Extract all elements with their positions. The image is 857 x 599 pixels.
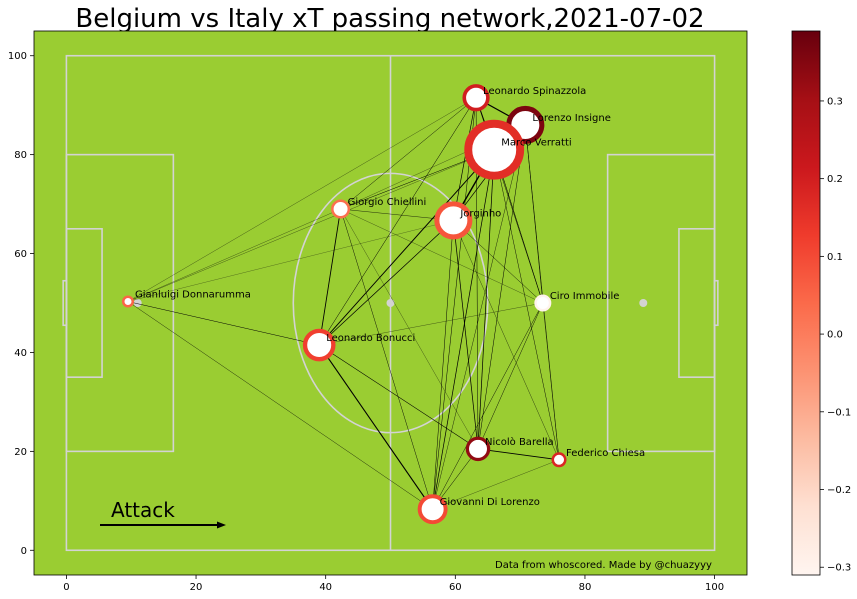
pass-line (340, 97, 477, 210)
player-node (551, 452, 567, 468)
y-tick-label: 100 (8, 51, 27, 62)
player-label: Ciro Immobile (550, 291, 620, 302)
pass-line (318, 97, 477, 346)
colorbar (791, 30, 821, 576)
pass-line (477, 302, 544, 449)
pass-line (127, 301, 433, 510)
colorbar-tick-label: 0.3 (827, 96, 843, 107)
player-node (434, 201, 473, 240)
y-tick-label: 20 (14, 447, 27, 458)
pass-line (432, 302, 544, 510)
pitch-markings (62, 54, 719, 552)
pass-line (127, 149, 495, 302)
x-tick-label: 0 (63, 582, 69, 593)
pass-line (432, 149, 495, 510)
player-label: Jorginho (459, 208, 501, 219)
axis-ticks: 0 20 40 60 80 100 0 20 40 60 80 100 (8, 51, 724, 593)
player-label: Giovanni Di Lorenzo (440, 497, 540, 508)
player-node (462, 84, 490, 112)
attack-label: Attack (111, 498, 175, 522)
y-tick-label: 80 (14, 150, 27, 161)
goal-left (62, 279, 68, 327)
player-node (534, 294, 552, 312)
pass-line (340, 208, 543, 304)
colorbar-tick-label: 0.1 (827, 252, 843, 263)
player-label: Leonardo Spinazzola (483, 86, 586, 97)
pass-line (493, 149, 560, 460)
pass-line (127, 301, 320, 346)
pass-line (127, 208, 341, 302)
pass-line (318, 344, 434, 510)
pass-line (477, 149, 495, 449)
x-tick-label: 40 (319, 582, 332, 593)
x-tick-label: 20 (190, 582, 203, 593)
pass-line (127, 97, 477, 302)
penalty-spot-left (133, 299, 142, 307)
player-label: Nicolò Barella (485, 436, 554, 448)
centre-spot (386, 299, 395, 307)
player-node (331, 199, 351, 219)
colorbar-tick-label: −0.3 (827, 563, 851, 574)
player-label: Gianluigi Donnarumma (135, 290, 251, 301)
player-node (465, 436, 491, 462)
pass-line (319, 344, 479, 450)
pass-line (453, 220, 543, 304)
player-node (302, 328, 336, 362)
colorbar-tick-label: −0.1 (827, 407, 851, 418)
goal-right (713, 279, 719, 327)
pass-line (432, 459, 560, 510)
pass-line (318, 220, 454, 346)
pass-line (340, 208, 479, 449)
colorbar-tick-label: 0.0 (827, 330, 843, 341)
centre-circle (292, 172, 489, 434)
colorbar-ticks: 0.3 0.2 0.1 0.0 −0.1 −0.2 −0.3 (820, 96, 851, 574)
pass-line (432, 97, 477, 510)
y-tick-label: 0 (21, 546, 27, 557)
pass-line (318, 149, 495, 346)
pass-line (477, 124, 526, 449)
pass-line (453, 220, 479, 449)
player-label: Marco Verratti (501, 138, 571, 149)
pass-line (432, 124, 526, 510)
x-tick-label: 80 (579, 582, 592, 593)
penalty-spot-right (639, 299, 648, 307)
pass-line (453, 220, 560, 460)
player-nodes (121, 84, 567, 525)
x-tick-label: 100 (705, 582, 724, 593)
colorbar-tick-label: −0.2 (827, 485, 851, 496)
player-label: Federico Chiesa (566, 448, 645, 459)
pass-line (453, 97, 477, 221)
y-tick-label: 60 (14, 249, 27, 260)
credit-text: Data from whoscored. Made by @chuazyyy (495, 560, 712, 571)
pass-line (127, 220, 454, 302)
attack-arrow (100, 521, 226, 529)
colorbar-tick-label: 0.2 (827, 174, 843, 185)
player-labels: Leonardo Spinazzola Lorenzo Insigne Marco … (135, 86, 645, 508)
x-tick-label: 60 (449, 582, 462, 593)
player-label: Lorenzo Insigne (532, 113, 611, 124)
pass-line (477, 448, 560, 461)
pass-line (340, 208, 433, 510)
pass-line (319, 302, 543, 346)
y-tick-label: 40 (14, 348, 27, 359)
player-node (417, 494, 448, 525)
pass-line (432, 220, 454, 510)
player-node (464, 119, 525, 180)
pass-line (318, 208, 342, 346)
player-node (121, 295, 134, 308)
chart-title: Belgium vs Italy xT passing network,2021… (75, 4, 704, 34)
player-label: Leonardo Bonucci (326, 333, 415, 344)
pass-line (542, 302, 560, 460)
player-label: Giorgio Chiellini (348, 197, 427, 208)
